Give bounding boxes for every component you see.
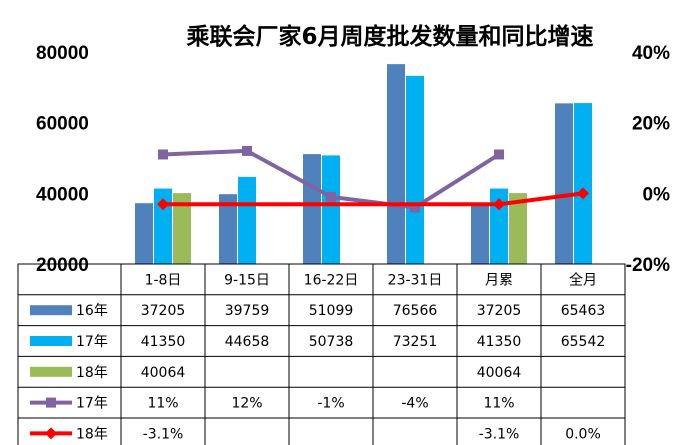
series-name: 16年 (76, 303, 108, 319)
bar-17年-2 (322, 155, 340, 264)
data-label: 50738 (309, 334, 354, 350)
category-label: 16-22日 (304, 272, 359, 288)
bar-16年-3 (387, 64, 405, 264)
right-axis-tick: -20% (626, 255, 670, 276)
category-label: 9-15日 (224, 272, 270, 288)
legend-marker (46, 397, 56, 408)
data-label: 40064 (477, 365, 522, 381)
right-axis-tick: 40% (632, 43, 670, 64)
data-label: 37205 (141, 303, 186, 319)
category-label: 全月 (569, 271, 597, 288)
left-axis-tick: 20000 (36, 255, 89, 276)
left-axis-tick: 60000 (36, 114, 89, 135)
data-label: -3.1% (479, 426, 520, 442)
bar-17年-0 (154, 188, 172, 264)
left-axis: 80000 60000 40000 20000 (36, 43, 89, 276)
line-segment-17年 (161, 148, 249, 157)
bar-16年-4 (471, 203, 489, 264)
line-point-17年 (242, 145, 252, 156)
legend-key-16年 (30, 305, 72, 316)
legend-key-17年 (30, 336, 72, 346)
bar-16年-5 (555, 103, 573, 264)
line-layer (157, 145, 589, 213)
data-label: 41350 (477, 334, 522, 350)
data-label: -1% (317, 396, 344, 412)
line-point-17年 (494, 149, 504, 160)
series-name: 17年 (76, 396, 108, 412)
line-point-18年 (157, 198, 169, 211)
bar-18年-0 (173, 193, 191, 264)
series-name: 18年 (76, 365, 108, 381)
bar-17年-1 (238, 176, 256, 264)
bar-16年-2 (303, 154, 321, 264)
line-point-17年 (410, 202, 420, 213)
legend-marker (45, 427, 57, 440)
line-segment-17年 (245, 148, 333, 199)
data-label: 41350 (141, 334, 186, 350)
bar-17年-4 (490, 188, 508, 264)
series-name: 17年 (76, 334, 108, 350)
line-point-18年 (493, 198, 505, 211)
series-name: 18年 (76, 426, 108, 442)
data-label: 65463 (561, 303, 606, 319)
data-label: 39759 (225, 303, 270, 319)
data-label: 11% (483, 396, 514, 412)
bar-16年-1 (219, 194, 237, 264)
category-label: 23-31日 (388, 272, 443, 288)
line-point-17年 (158, 149, 168, 160)
data-label: 12% (231, 396, 262, 412)
data-label: 65542 (561, 334, 606, 350)
category-label: 月累 (485, 272, 513, 288)
line-point-17年 (326, 191, 336, 202)
data-label: -3.1% (143, 426, 184, 442)
left-axis-tick: 80000 (36, 43, 89, 64)
line-point-18年 (577, 187, 589, 200)
line-segment-18年 (497, 191, 585, 207)
data-label: 11% (147, 396, 178, 412)
category-label: 1-8日 (145, 272, 182, 288)
right-axis: 40% 20% 0% -20% (626, 43, 670, 276)
chart-title: 乘联会厂家6月周度批发数量和同比增速 (185, 23, 593, 50)
data-label: 76566 (393, 303, 438, 319)
left-axis-tick: 40000 (36, 184, 89, 205)
legend-key-18年 (30, 366, 72, 377)
data-label: 73251 (393, 334, 438, 350)
data-label: 40064 (141, 365, 186, 381)
bar-18年-4 (509, 193, 527, 264)
bar-16年-0 (135, 203, 153, 264)
data-label: 44658 (225, 334, 270, 350)
data-label: 37205 (477, 303, 522, 319)
bar-17年-3 (406, 75, 424, 264)
bar-17年-5 (574, 103, 592, 264)
line-segment-17年 (413, 152, 501, 210)
data-label: 51099 (309, 303, 354, 319)
bar-layer (135, 64, 592, 264)
data-table: 1-8日 9-15日 16-22日 23-31日 月累 全月 16年 37205 39759 51… (17, 263, 626, 445)
data-label: -4% (401, 396, 428, 412)
right-axis-tick: 0% (643, 184, 671, 205)
data-label: 0.0% (565, 426, 601, 442)
right-axis-tick: 20% (632, 114, 670, 135)
